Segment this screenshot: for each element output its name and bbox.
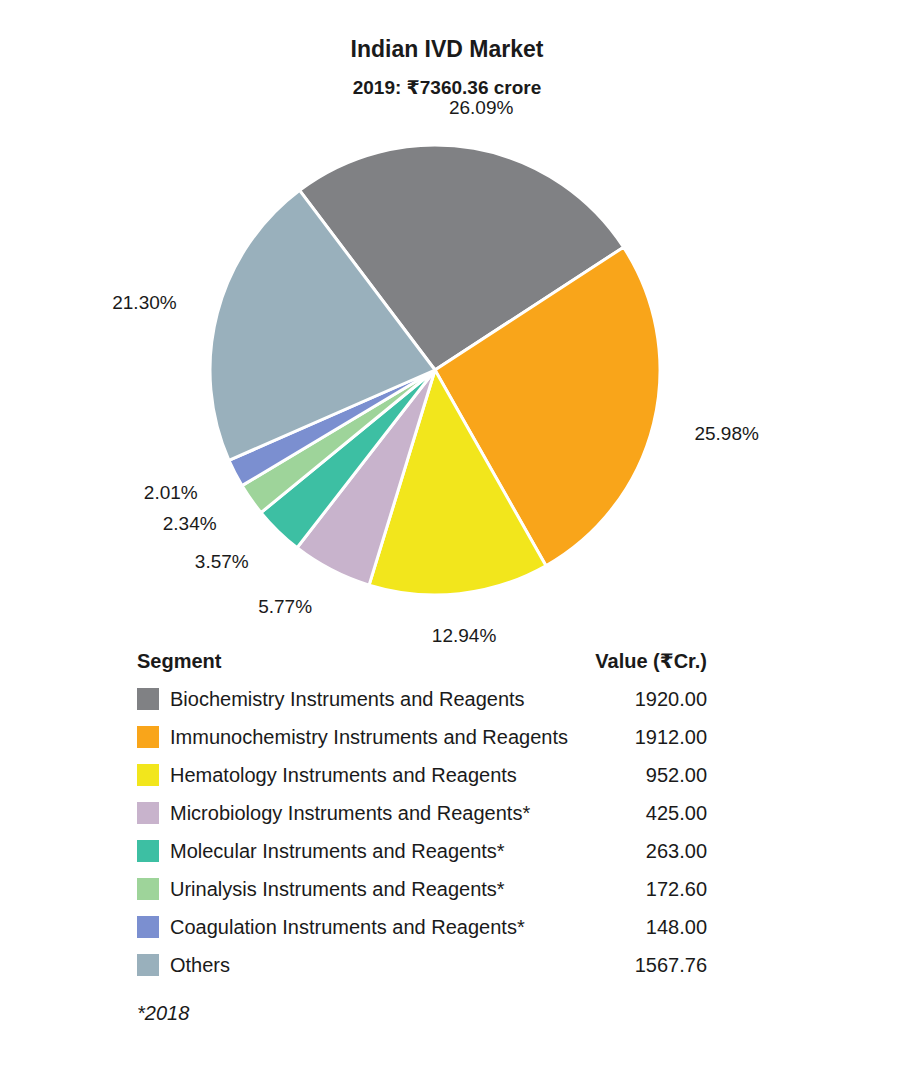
html-text:1920.00: 1920.00 [634, 688, 707, 710]
html-text:Immunochemistry Instruments an: Immunochemistry Instruments and Reagents [170, 726, 568, 748]
html-text:Coagulation Instruments and Re: Coagulation Instruments and Reagents* [170, 916, 525, 938]
html-text:Biochemistry Instruments and R: Biochemistry Instruments and Reagents [170, 688, 525, 710]
html-text:Indian IVD Market: Indian IVD Market [350, 36, 544, 62]
html-text:Microbiology Instruments and R: Microbiology Instruments and Reagents* [170, 802, 531, 824]
html-text:*2018: *2018 [137, 1002, 190, 1024]
html-text:148.00: 148.00 [645, 916, 707, 938]
html-text:Molecular Instruments and Reag: Molecular Instruments and Reagents* [170, 840, 505, 862]
html-text:425.00: 425.00 [645, 802, 707, 824]
html-text:Hematology Instruments and Rea: Hematology Instruments and Reagents [170, 764, 517, 786]
html-text:1912.00: 1912.00 [634, 726, 707, 748]
svg-text:12.94%: 12.94% [432, 625, 497, 646]
html-text:Value (₹Cr.): Value (₹Cr.) [595, 650, 707, 672]
svg-text:26.09%: 26.09% [449, 97, 514, 118]
html-text:Urinalysis Instruments and Rea: Urinalysis Instruments and Reagents* [170, 878, 505, 900]
svg-text:25.98%: 25.98% [694, 423, 759, 444]
html-text:2019: ₹7360.36 crore: 2019: ₹7360.36 crore [352, 77, 542, 98]
html-text:172.60: 172.60 [645, 878, 707, 900]
html-text:1567.76: 1567.76 [634, 954, 707, 976]
html-text:263.00: 263.00 [645, 840, 707, 862]
svg-text:2.01%: 2.01% [144, 482, 198, 503]
svg-text:3.57%: 3.57% [195, 551, 249, 572]
svg-text:2.34%: 2.34% [163, 513, 217, 534]
svg-text:5.77%: 5.77% [258, 596, 312, 617]
html-text:952.00: 952.00 [645, 764, 707, 786]
svg-text:21.30%: 21.30% [112, 292, 177, 313]
html-text:Segment: Segment [137, 650, 222, 672]
html-text:Others: Others [170, 954, 230, 976]
